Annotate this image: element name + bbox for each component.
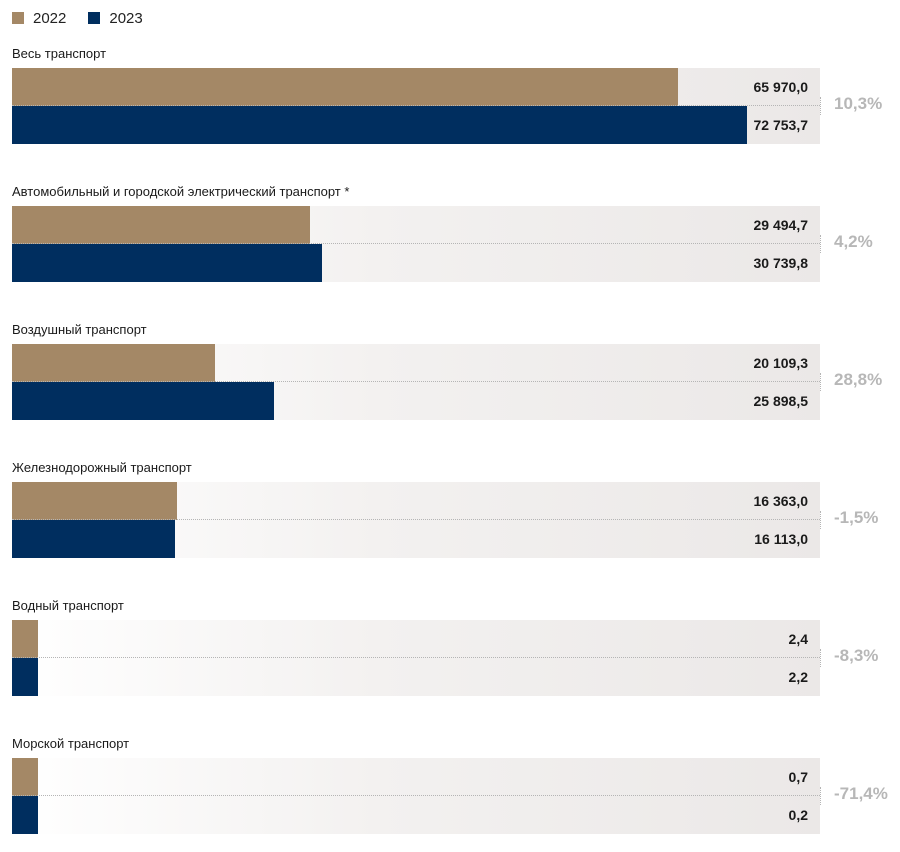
category-label: Морской транспорт xyxy=(12,736,130,751)
bar-2023 xyxy=(12,658,38,696)
data-label-2023: 25 898,5 xyxy=(753,393,809,409)
bar-track: 25 898,5 xyxy=(12,382,820,420)
category-group: Воздушный транспорт 20 109,3 25 898,5 28,8% xyxy=(0,322,900,438)
bar-2022 xyxy=(12,344,216,382)
bar-2023 xyxy=(12,382,274,420)
change-connector xyxy=(820,97,821,115)
category-label: Воздушный транспорт xyxy=(12,322,147,337)
category-label: Железнодорожный транспорт xyxy=(12,460,192,475)
series-separator xyxy=(12,657,820,658)
change-label: 28,8% xyxy=(834,370,883,389)
data-label-2023: 30 739,8 xyxy=(753,255,809,271)
bar-track: 16 113,0 xyxy=(12,520,820,558)
category-group: Автомобильный и городской электрический … xyxy=(0,184,900,300)
change-connector xyxy=(820,373,821,391)
data-label-2022: 20 109,3 xyxy=(753,355,809,371)
legend-swatch-2022 xyxy=(12,12,24,24)
bar-track: 30 739,8 xyxy=(12,244,820,282)
category-group: Морской транспорт 0,7 0,2 -71,4% xyxy=(0,736,900,852)
bar-track: 29 494,7 xyxy=(12,206,820,244)
bar-2023 xyxy=(12,244,323,282)
data-label-2023: 2,2 xyxy=(788,669,808,685)
bar-track: 65 970,0 xyxy=(12,68,820,106)
bar-track: 20 109,3 xyxy=(12,344,820,382)
series-separator xyxy=(12,105,820,106)
legend-label-2023: 2023 xyxy=(109,9,143,27)
bar-track: 2,2 xyxy=(12,658,820,696)
category-label: Водный транспорт xyxy=(12,598,124,613)
change-connector xyxy=(820,787,821,805)
bar-2023 xyxy=(12,520,175,558)
legend-swatch-2023 xyxy=(88,12,101,24)
series-separator xyxy=(12,243,820,244)
change-label: -71,4% xyxy=(834,784,888,803)
bar-track: 0,7 xyxy=(12,758,820,796)
change-label: -1,5% xyxy=(834,508,879,527)
change-connector xyxy=(820,649,821,667)
bar-2023 xyxy=(12,796,38,834)
category-label: Автомобильный и городской электрический … xyxy=(12,184,350,199)
change-label: 10,3% xyxy=(834,94,883,113)
category-group: Водный транспорт 2,4 2,2 -8,3% xyxy=(0,598,900,714)
change-connector xyxy=(820,235,821,253)
data-label-2022: 29 494,7 xyxy=(753,217,809,233)
data-label-2023: 16 113,0 xyxy=(754,531,808,547)
series-separator xyxy=(12,381,820,382)
bar-2022 xyxy=(12,758,38,796)
legend-label-2022: 2022 xyxy=(33,9,67,27)
series-separator xyxy=(12,795,820,796)
legend-item-2022: 2022 xyxy=(12,10,66,27)
bar-track: 0,2 xyxy=(12,796,820,834)
data-label-2022: 0,7 xyxy=(788,769,808,785)
bar-track: 2,4 xyxy=(12,620,820,658)
bar-2022 xyxy=(12,482,178,520)
bar-2023 xyxy=(12,106,747,144)
change-label: 4,2% xyxy=(834,232,873,251)
legend-item-2023: 2023 xyxy=(88,9,143,27)
category-group: Весь транспорт 65 970,0 72 753,7 10,3% xyxy=(0,46,900,162)
data-label-2023: 0,2 xyxy=(788,807,808,823)
data-label-2022: 65 970,0 xyxy=(753,79,809,95)
series-separator xyxy=(12,519,820,520)
bar-track: 16 363,0 xyxy=(12,482,820,520)
bar-2022 xyxy=(12,620,38,658)
bar-track: 72 753,7 xyxy=(12,106,820,144)
data-label-2022: 16 363,0 xyxy=(753,493,809,509)
legend: 2022 2023 xyxy=(12,8,165,28)
data-label-2023: 72 753,7 xyxy=(753,117,809,133)
category-label: Весь транспорт xyxy=(12,46,107,61)
data-label-2022: 2,4 xyxy=(788,631,808,647)
change-connector xyxy=(820,511,821,529)
bar-2022 xyxy=(12,206,310,244)
change-label: -8,3% xyxy=(834,646,879,665)
bar-2022 xyxy=(12,68,679,106)
category-group: Железнодорожный транспорт 16 363,0 16 113,… xyxy=(0,460,900,576)
